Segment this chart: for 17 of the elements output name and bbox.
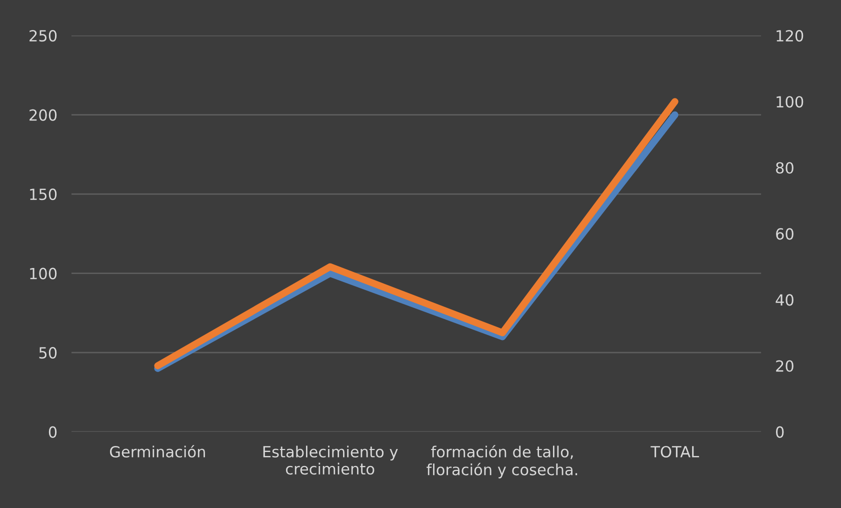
y-tick-label: 0 bbox=[48, 426, 57, 438]
y2-tick-label: 40 bbox=[776, 294, 794, 306]
y2-tick-label: 120 bbox=[776, 30, 804, 42]
y-tick-label: 250 bbox=[30, 30, 57, 42]
y-tick-label: 150 bbox=[30, 188, 57, 200]
y2-tick-label: 60 bbox=[776, 228, 794, 240]
y-tick-label: 200 bbox=[30, 109, 57, 121]
y-tick-label: 50 bbox=[39, 347, 57, 359]
y-tick-label: 100 bbox=[30, 268, 57, 280]
x-tick-label: formación de tallo, floración y cosecha. bbox=[426, 445, 578, 478]
y2-tick-label: 0 bbox=[776, 426, 784, 438]
x-tick-label: Establecimiento y crecimiento bbox=[263, 446, 398, 475]
y2-tick-label: 20 bbox=[776, 360, 794, 372]
y2-tick-label: 100 bbox=[776, 96, 804, 108]
x-tick-label: TOTAL bbox=[650, 446, 700, 458]
x-tick-label: Germinación bbox=[110, 445, 205, 458]
y2-tick-label: 80 bbox=[776, 162, 794, 174]
